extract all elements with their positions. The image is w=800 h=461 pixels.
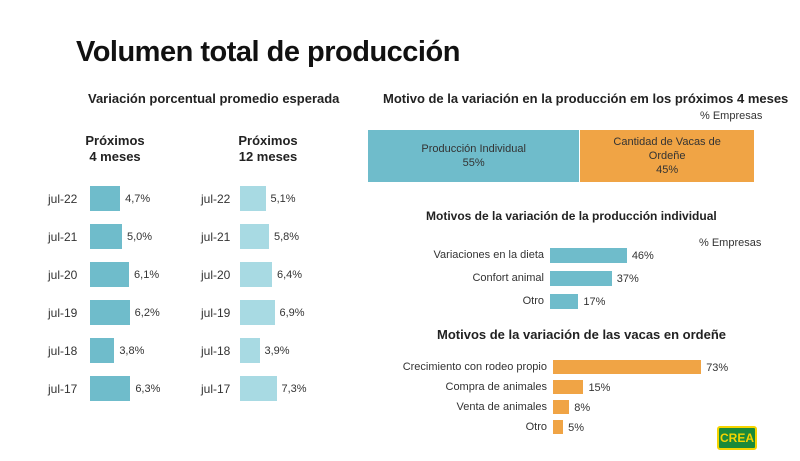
- bar-vacas-compra-de-animales: [553, 380, 584, 394]
- bar-indiv-confort-animal: [550, 271, 612, 286]
- mid-title: Motivos de la variación de la producción…: [426, 209, 717, 223]
- value-label-12m-jul-19: 6,9%: [279, 307, 305, 319]
- row-label-4m-jul-22: jul-22: [48, 192, 78, 206]
- bar-12m-jul-19: [240, 300, 275, 325]
- value-label-4m-jul-21: 5,0%: [127, 231, 153, 243]
- row-label-12m-jul-22: jul-22: [201, 192, 231, 206]
- bar-4m-jul-17: [90, 376, 131, 401]
- col-header-12-meses: Próximos 12 meses: [223, 133, 313, 165]
- value-label-12m-jul-22: 5,1%: [270, 193, 296, 205]
- stacked-segment-2-name-line2: Ordeñe: [648, 150, 686, 162]
- row-label-indiv-otro: Otro: [522, 295, 544, 307]
- value-label-12m-jul-21: 5,8%: [274, 231, 300, 243]
- row-label-12m-jul-18: jul-18: [201, 344, 231, 358]
- col-header-12-line2: 12 meses: [238, 149, 298, 164]
- value-label-vacas-crecimiento-con-rodeo-propio: 73%: [706, 362, 729, 374]
- bar-indiv-variaciones-en-la-dieta: [550, 248, 627, 263]
- value-label-vacas-otro: 5%: [568, 422, 585, 434]
- bar-4m-jul-18: [90, 338, 115, 363]
- value-label-12m-jul-18: 3,9%: [264, 345, 290, 357]
- stacked-segment-2-value: 45%: [656, 164, 679, 176]
- row-label-12m-jul-17: jul-17: [201, 382, 231, 396]
- stacked-segment-1-value: 55%: [462, 157, 485, 169]
- bar-4m-jul-19: [90, 300, 130, 325]
- value-label-12m-jul-20: 6,4%: [277, 269, 303, 281]
- page-title: Volumen total de producción: [76, 36, 460, 68]
- row-label-4m-jul-19: jul-19: [48, 306, 78, 320]
- bar-4m-jul-20: [90, 262, 130, 287]
- pct-empresas-label-1: % Empresas: [700, 110, 763, 122]
- stacked-segment-1-name: Producción Individual: [421, 143, 526, 155]
- bar-12m-jul-22: [240, 186, 266, 211]
- bar-4m-jul-21: [90, 224, 122, 249]
- value-label-indiv-otro: 17%: [583, 296, 606, 308]
- row-label-4m-jul-18: jul-18: [48, 344, 78, 358]
- stacked-segment-1: Producción Individual 55%: [368, 130, 580, 182]
- col-header-4-meses: Próximos 4 meses: [70, 133, 160, 165]
- pct-empresas-label-2: % Empresas: [699, 237, 762, 249]
- bar-vacas-otro: [553, 420, 564, 434]
- row-label-4m-jul-21: jul-21: [48, 230, 78, 244]
- col-header-4-line2: 4 meses: [89, 149, 141, 164]
- col-header-12-line1: Próximos: [238, 133, 298, 148]
- value-label-4m-jul-19: 6,2%: [134, 307, 160, 319]
- value-label-indiv-variaciones-en-la-dieta: 46%: [631, 250, 654, 262]
- bar-12m-jul-18: [240, 338, 260, 363]
- value-label-4m-jul-18: 3,8%: [119, 345, 145, 357]
- row-label-indiv-variaciones-en-la-dieta: Variaciones en la dieta: [433, 249, 544, 261]
- row-label-indiv-confort-animal: Confort animal: [472, 272, 544, 284]
- row-label-4m-jul-20: jul-20: [48, 268, 78, 282]
- row-label-vacas-crecimiento-con-rodeo-propio: Crecimiento con rodeo propio: [402, 361, 547, 373]
- row-label-vacas-compra-de-animales: Compra de animales: [445, 381, 548, 393]
- bar-4m-jul-22: [90, 186, 121, 211]
- crea-logo: CREA: [717, 426, 757, 450]
- row-label-12m-jul-20: jul-20: [201, 268, 231, 282]
- row-label-vacas-otro: Otro: [525, 421, 547, 433]
- stacked-segment-2-name: Cantidad de Vacas de: [613, 136, 721, 148]
- value-label-vacas-compra-de-animales: 15%: [588, 382, 611, 394]
- col-header-4-line1: Próximos: [85, 133, 145, 148]
- value-label-4m-jul-22: 4,7%: [125, 193, 151, 205]
- right-title: Motivo de la variación en la producción …: [383, 91, 789, 106]
- bottom-title: Motivos de la variación de las vacas en …: [437, 327, 727, 342]
- row-label-vacas-venta-de-animales: Venta de animales: [456, 401, 547, 413]
- bar-vacas-crecimiento-con-rodeo-propio: [553, 360, 702, 374]
- row-label-12m-jul-19: jul-19: [201, 306, 231, 320]
- value-label-vacas-venta-de-animales: 8%: [574, 402, 591, 414]
- value-label-12m-jul-17: 7,3%: [281, 383, 307, 395]
- value-label-4m-jul-17: 6,3%: [135, 383, 161, 395]
- value-label-indiv-confort-animal: 37%: [616, 273, 639, 285]
- left-subtitle: Variación porcentual promedio esperada: [88, 91, 340, 106]
- bar-12m-jul-21: [240, 224, 269, 249]
- bar-indiv-otro: [550, 294, 579, 309]
- row-label-12m-jul-21: jul-21: [201, 230, 231, 244]
- bar-12m-jul-17: [240, 376, 277, 401]
- value-label-4m-jul-20: 6,1%: [134, 269, 160, 281]
- row-label-4m-jul-17: jul-17: [48, 382, 78, 396]
- stacked-segment-2: Cantidad de Vacas de Ordeñe 45%: [580, 130, 754, 182]
- bar-vacas-venta-de-animales: [553, 400, 570, 414]
- bar-12m-jul-20: [240, 262, 272, 287]
